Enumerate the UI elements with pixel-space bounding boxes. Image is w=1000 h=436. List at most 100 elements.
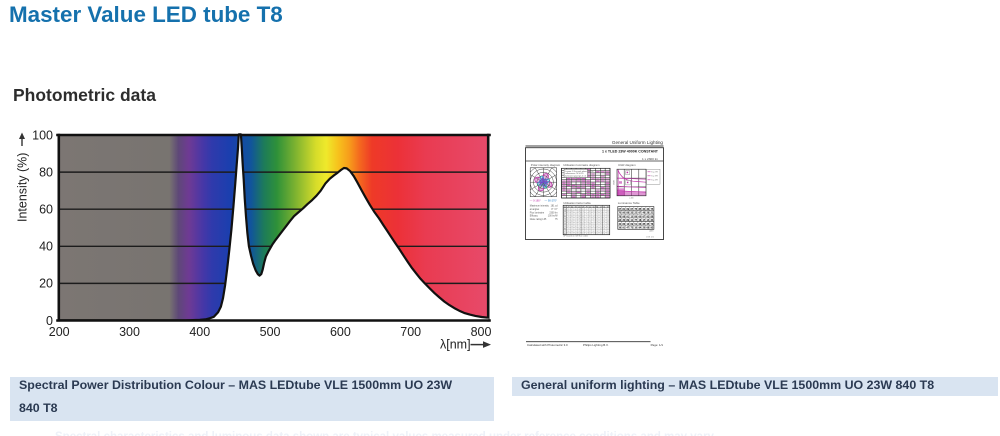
svg-text:54: 54 <box>596 211 598 213</box>
svg-text:88: 88 <box>626 212 629 215</box>
svg-text:90: 90 <box>586 226 588 228</box>
svg-text:X = 2 H: X = 2 H <box>651 172 658 174</box>
svg-text:92: 92 <box>596 214 598 216</box>
svg-text:Flux luminaire: Flux luminaire <box>530 211 545 214</box>
svg-text:80: 80 <box>571 211 573 213</box>
svg-text:55: 55 <box>582 209 584 211</box>
svg-text:85: 85 <box>639 208 642 211</box>
svg-text:77: 77 <box>571 228 573 230</box>
svg-text:40: 40 <box>618 223 621 226</box>
svg-text:44: 44 <box>578 209 580 211</box>
svg-text:66: 66 <box>571 214 573 216</box>
svg-text:Maximum intensity: Maximum intensity <box>530 205 550 208</box>
svg-text:47: 47 <box>582 214 584 216</box>
svg-text:37: 37 <box>607 206 609 208</box>
svg-text:75: 75 <box>586 216 588 218</box>
svg-text:85: 85 <box>643 223 646 226</box>
svg-text:93: 93 <box>651 227 654 230</box>
svg-text:46: 46 <box>564 224 566 226</box>
svg-text:45: 45 <box>586 209 588 211</box>
svg-text:93: 93 <box>647 215 650 218</box>
svg-text:66: 66 <box>582 224 584 226</box>
svg-text:93: 93 <box>586 228 588 230</box>
svg-text:61: 61 <box>600 221 602 223</box>
svg-text:99: 99 <box>593 219 595 221</box>
svg-text:51: 51 <box>603 214 605 216</box>
svg-text:UGR: UGR <box>614 180 616 185</box>
svg-text:79: 79 <box>603 216 605 218</box>
svg-text:71: 71 <box>593 233 595 235</box>
svg-text:76: 76 <box>582 221 584 223</box>
svg-text:— 90-270°: — 90-270° <box>545 198 557 202</box>
svg-text:60: 60 <box>596 226 598 228</box>
svg-text:15: 15 <box>630 215 633 218</box>
svg-text:90: 90 <box>622 212 625 215</box>
svg-text:86: 86 <box>622 223 625 226</box>
svg-text:58: 58 <box>607 233 609 235</box>
svg-text:16: 16 <box>578 206 580 208</box>
svg-text:500: 500 <box>260 325 281 339</box>
svg-text:59: 59 <box>589 214 591 216</box>
svg-text:67: 67 <box>639 212 642 215</box>
svg-text:80: 80 <box>571 216 573 218</box>
svg-text:89: 89 <box>578 219 580 221</box>
svg-text:43: 43 <box>600 216 602 218</box>
svg-text:73: 73 <box>589 221 591 223</box>
svg-text:86: 86 <box>568 231 570 233</box>
svg-text:X = 4 H: X = 4 H <box>651 180 658 182</box>
svg-text:76: 76 <box>603 209 605 211</box>
svg-text:General Uniform Lighting: General Uniform Lighting <box>612 140 664 145</box>
svg-text:94: 94 <box>639 227 642 230</box>
svg-text:52: 52 <box>575 216 577 218</box>
svg-text:14: 14 <box>647 219 650 222</box>
svg-text:51: 51 <box>634 223 637 226</box>
svg-text:50: 50 <box>582 233 584 235</box>
svg-text:45: 45 <box>568 209 570 211</box>
svg-text:84: 84 <box>568 221 570 223</box>
svg-text:43: 43 <box>593 211 595 213</box>
svg-text:33: 33 <box>647 208 650 211</box>
svg-text:28: 28 <box>647 212 650 215</box>
svg-text:Utilisation factor table: Utilisation factor table <box>563 201 591 205</box>
svg-text:cd/m²: cd/m² <box>649 229 654 232</box>
svg-text:74: 74 <box>571 219 573 221</box>
svg-text:700: 700 <box>400 325 421 339</box>
svg-text:76: 76 <box>582 211 584 213</box>
svg-text:60: 60 <box>39 203 53 217</box>
svg-text:44: 44 <box>571 226 573 228</box>
svg-text:47: 47 <box>607 209 609 211</box>
svg-text:55: 55 <box>575 221 577 223</box>
svg-text:91: 91 <box>575 228 577 230</box>
svg-text:22: 22 <box>589 206 591 208</box>
svg-text:44: 44 <box>593 216 595 218</box>
svg-text:84: 84 <box>564 216 566 218</box>
svg-text:81: 81 <box>578 231 580 233</box>
svg-text:Polar intensity diagram: Polar intensity diagram <box>531 163 561 167</box>
svg-text:78: 78 <box>568 224 570 226</box>
svg-text:Calculated with Photometric 3.: Calculated with Photometric 3.0 <box>527 343 568 347</box>
svg-text:98: 98 <box>622 215 625 218</box>
svg-text:75: 75 <box>651 208 654 211</box>
svg-text:45: 45 <box>578 221 580 223</box>
svg-text:53: 53 <box>600 233 602 235</box>
svg-text:74: 74 <box>578 214 580 216</box>
svg-text:10: 10 <box>634 227 637 230</box>
svg-text:73: 73 <box>630 227 633 230</box>
svg-text:94: 94 <box>607 211 609 213</box>
svg-text:69: 69 <box>586 219 588 221</box>
svg-text:69: 69 <box>630 223 633 226</box>
svg-text:69: 69 <box>596 219 598 221</box>
svg-text:43: 43 <box>578 211 580 213</box>
svg-text:89: 89 <box>571 221 573 223</box>
svg-text:a 5m: a 5m <box>629 197 634 199</box>
svg-text:100: 100 <box>32 128 53 142</box>
svg-text:80: 80 <box>39 165 53 179</box>
svg-text:35: 35 <box>647 223 650 226</box>
svg-text:68: 68 <box>607 221 609 223</box>
svg-text:13: 13 <box>626 223 629 226</box>
svg-text:17: 17 <box>564 231 566 233</box>
svg-text:600: 600 <box>330 325 351 339</box>
svg-text:2300 lm: 2300 lm <box>549 212 557 214</box>
svg-text:21: 21 <box>651 212 654 215</box>
svg-text:86: 86 <box>603 221 605 223</box>
